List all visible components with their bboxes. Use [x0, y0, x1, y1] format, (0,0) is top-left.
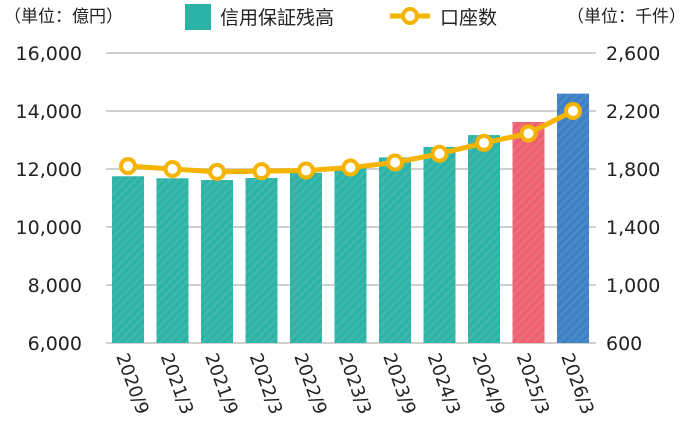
bar-hatch: [156, 178, 189, 343]
bar-hatch: [512, 122, 545, 344]
legend-line-marker: [401, 7, 419, 25]
bar-hatch: [112, 176, 144, 343]
x-tick-label: 2026/3: [556, 351, 597, 418]
bar-hatch: [201, 180, 233, 343]
x-tick-label: 2024/9: [467, 351, 508, 418]
line-point: [208, 162, 226, 181]
line-point: [341, 158, 360, 177]
bar-hatch: [423, 146, 456, 343]
left-tick-label: 8,000: [28, 275, 82, 297]
x-tick-label: 2021/3: [156, 351, 197, 418]
x-tick-label: 2024/3: [423, 351, 464, 418]
line-point: [297, 161, 315, 180]
x-tick-label: 2021/9: [200, 351, 241, 418]
line-point: [252, 162, 271, 181]
right-tick-label: 1,000: [606, 275, 660, 297]
left-tick-label: 14,000: [16, 101, 82, 123]
line-point: [163, 160, 182, 178]
line-point: [386, 153, 404, 172]
left-tick-label: 6,000: [28, 333, 82, 355]
bar-hatch: [334, 166, 367, 343]
line-point: [519, 124, 538, 143]
x-tick-label: 2022/3: [245, 351, 286, 418]
legend-bar-swatch: [185, 4, 211, 30]
right-tick-label: 2,200: [606, 101, 660, 123]
line-point: [119, 157, 137, 176]
legend-bar-label: 信用保証残高: [220, 7, 334, 29]
right-tick-label: 2,600: [606, 43, 660, 65]
right-tick-label: 1,400: [606, 217, 660, 239]
line-point: [564, 102, 582, 120]
right-tick-label: 600: [606, 333, 642, 355]
x-tick-label: 2023/3: [334, 351, 375, 418]
bar-hatch: [290, 172, 322, 343]
left-tick-label: 16,000: [16, 43, 82, 65]
x-tick-label: 2023/9: [378, 351, 419, 418]
right-axis-unit: （単位：千件）: [567, 7, 686, 27]
bar-hatch: [245, 177, 278, 343]
right-tick-label: 1,800: [606, 159, 660, 181]
left-axis-unit: （単位：億円）: [4, 7, 123, 27]
line-point: [430, 144, 449, 163]
bar-hatch: [468, 135, 500, 343]
legend-line-label: 口座数: [440, 7, 497, 29]
left-tick-label: 12,000: [16, 159, 82, 181]
bar-hatch: [379, 157, 411, 343]
bar-hatch: [557, 93, 589, 343]
x-tick-label: 2022/9: [289, 351, 330, 418]
x-tick-label: 2025/3: [512, 351, 553, 418]
line-point: [475, 133, 493, 152]
left-tick-label: 10,000: [16, 217, 82, 239]
x-tick-label: 2020/9: [111, 351, 152, 418]
